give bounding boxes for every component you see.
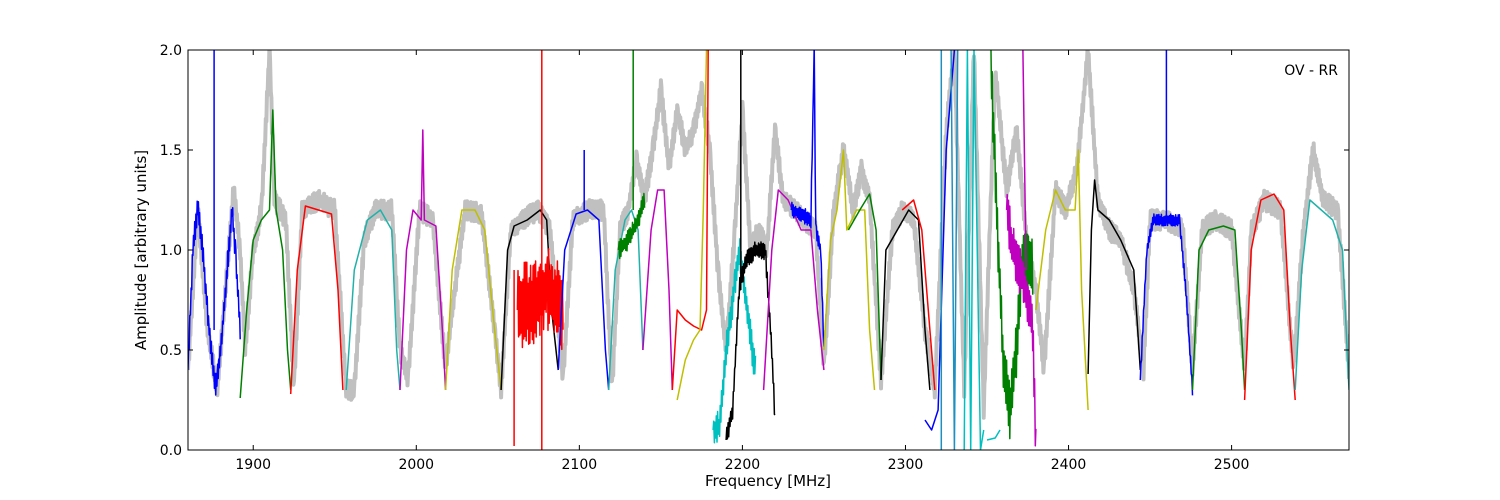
x-axis-title: Frequency [MHz] <box>705 472 831 490</box>
series-line-3 <box>289 205 344 395</box>
series-line-41 <box>1243 193 1296 401</box>
series-line-30 <box>950 50 959 450</box>
series-line-11 <box>557 209 610 391</box>
series-line-0 <box>188 200 241 396</box>
series-line-5 <box>399 129 447 391</box>
series-line-2 <box>239 109 292 399</box>
series-line-8 <box>516 248 564 351</box>
series-line-42 <box>1294 199 1349 391</box>
series-line-24 <box>823 149 876 391</box>
series-line-16 <box>642 189 674 391</box>
series-line-17 <box>671 50 709 391</box>
series-line-13 <box>607 209 644 391</box>
x-tick-label: 2100 <box>562 457 598 473</box>
y-tick-label: 2.0 <box>160 43 182 59</box>
y-tick-label: 0.5 <box>160 343 182 359</box>
x-tick-label: 2000 <box>398 457 434 473</box>
series-line-14 <box>617 192 646 260</box>
series-line-26 <box>880 209 931 391</box>
series-line-28 <box>924 50 956 431</box>
series-line-27 <box>901 199 936 391</box>
series-line-20 <box>725 241 776 441</box>
panel-annotation: OV - RR <box>1284 63 1338 79</box>
x-tick-label: 1900 <box>235 457 271 473</box>
x-axis-ticks: 1900 2000 2100 2200 2300 2400 2500 <box>235 50 1249 473</box>
y-tick-label: 0.0 <box>160 443 182 459</box>
series-line-40 <box>1191 225 1246 391</box>
series-line-31 <box>963 50 985 450</box>
series-line-36 <box>1035 149 1089 411</box>
x-tick-label: 2200 <box>725 457 761 473</box>
y-tick-label: 1.5 <box>160 143 182 159</box>
series-line-32 <box>986 429 1001 441</box>
y-axis-title: Amplitude [arbitrary units] <box>132 150 150 350</box>
series-line-37 <box>1087 179 1142 375</box>
background-trace <box>188 50 1349 420</box>
series-line-23 <box>790 50 825 347</box>
series-line-19 <box>712 238 757 444</box>
plot-area <box>188 50 1349 450</box>
series-line-6 <box>444 209 502 391</box>
series-line-18 <box>676 50 708 401</box>
y-tick-label: 1.0 <box>160 243 182 259</box>
series-line-25 <box>847 193 882 381</box>
x-tick-label: 2300 <box>888 457 924 473</box>
series-line-4 <box>345 209 401 391</box>
series-line-35 <box>1022 50 1027 271</box>
x-tick-label: 2500 <box>1214 457 1250 473</box>
x-tick-label: 2400 <box>1051 457 1087 473</box>
series-line-34 <box>1005 193 1037 447</box>
y-axis-ticks: 0.0 0.5 1.0 1.5 2.0 <box>160 43 1349 459</box>
